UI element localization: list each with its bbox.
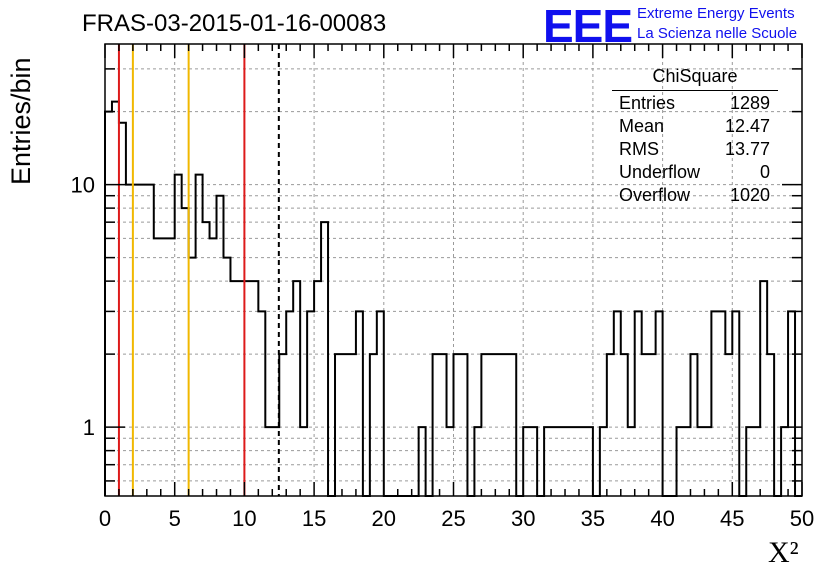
y-tick-label: 10 [71, 173, 95, 198]
stats-label: Underflow [619, 162, 701, 182]
x-tick-label: 10 [232, 506, 256, 531]
x-tick-label: 25 [441, 506, 465, 531]
x-tick-label: 0 [99, 506, 111, 531]
x-tick-label: 15 [302, 506, 326, 531]
x-tick-label: 40 [650, 506, 674, 531]
grid [105, 44, 802, 496]
x-tick-label: 45 [720, 506, 744, 531]
y-tick-label: 1 [83, 415, 95, 440]
chart-title: FRAS-03-2015-01-16-00083 [82, 10, 387, 37]
stats-row-underflow: Underflow 0 [612, 160, 778, 183]
stats-value: 12.47 [724, 116, 770, 136]
x-tick-label: 20 [372, 506, 396, 531]
stats-value: 1020 [729, 185, 770, 205]
logo-text-line1: Extreme Energy Events [637, 5, 795, 22]
x-tick-label: 35 [581, 506, 605, 531]
histogram-series [104, 100, 802, 497]
x-axis-label: X² [768, 536, 799, 569]
stats-value: 13.77 [724, 139, 770, 159]
eee-logo: EEE [543, 0, 633, 52]
x-tick-label: 5 [169, 506, 181, 531]
stats-label: Mean [619, 116, 665, 136]
stats-title: ChiSquare [612, 66, 778, 91]
stats-row-entries: Entries 1289 [612, 91, 778, 114]
logo-text-line2: La Scienza nelle Scuole [637, 25, 798, 42]
stats-value: 0 [759, 162, 770, 182]
reference-lines [117, 44, 280, 496]
y-axis-label: Entries/bin [6, 57, 36, 185]
stats-label: Entries [619, 93, 676, 113]
axes: 0 5 10 15 20 25 30 35 40 45 50 1 10 [71, 43, 814, 531]
x-tick-label: 50 [790, 506, 814, 531]
histogram-outline [104, 100, 802, 497]
stats-value: 1289 [729, 93, 770, 113]
stats-row-overflow: Overflow 1020 [612, 183, 778, 206]
stats-label: Overflow [619, 185, 691, 205]
stats-label: RMS [619, 139, 659, 159]
stats-box: ChiSquare Entries 1289 Mean 12.47 RMS 13… [612, 66, 778, 206]
stats-row-rms: RMS 13.77 [612, 137, 778, 160]
x-tick-label: 30 [511, 506, 535, 531]
stats-row-mean: Mean 12.47 [612, 114, 778, 137]
